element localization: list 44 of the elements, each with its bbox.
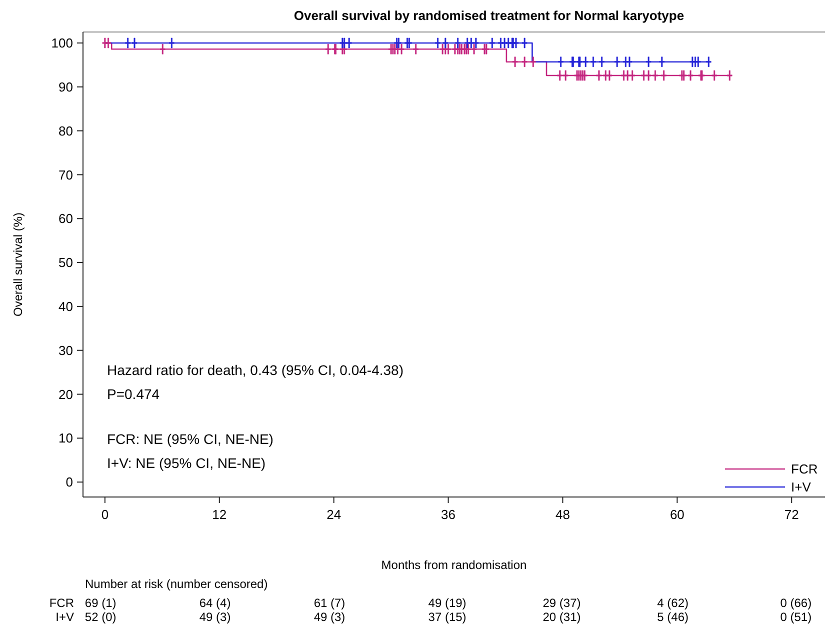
annotation: P=0.474 [107, 386, 160, 402]
annotation: FCR: NE (95% CI, NE-NE) [107, 431, 274, 447]
x-tick-label: 0 [101, 507, 109, 522]
x-tick-label: 12 [212, 507, 227, 522]
text: 5 (46) [657, 610, 689, 624]
legend-label: FCR [791, 462, 818, 477]
text: 4 (62) [657, 596, 689, 610]
y-tick-label: 30 [58, 342, 73, 358]
y-tick-label: 50 [58, 255, 73, 270]
annotation: Hazard ratio for death, 0.43 (95% CI, 0.04-4.38) [107, 362, 404, 378]
y-tick-label: 80 [58, 123, 73, 138]
text: 49 (3) [314, 610, 346, 624]
text: 69 (1) [84, 596, 116, 610]
chart-title: Overall survival by randomised treatment for Normal karyotype [294, 8, 684, 23]
y-tick-label: 70 [58, 167, 73, 182]
text: 49 (3) [199, 610, 231, 624]
annotation: I+V: NE (95% CI, NE-NE) [107, 455, 266, 471]
text: 0 (51) [780, 610, 812, 624]
text: 29 (37) [542, 596, 581, 610]
text: 37 (15) [428, 610, 466, 624]
y-tick-label: 40 [58, 298, 73, 314]
text: FCR [49, 596, 74, 610]
x-tick-label: 24 [326, 507, 342, 522]
y-tick-label: 100 [51, 36, 73, 51]
x-tick-label: 72 [784, 507, 799, 522]
text: Number at risk (number censored) [85, 577, 268, 591]
text: 64 (4) [199, 596, 231, 610]
text: 0 (66) [780, 596, 812, 610]
legend-label: I+V [791, 480, 812, 495]
y-tick-label: 60 [58, 211, 73, 226]
y-tick-label: 20 [58, 386, 73, 402]
text: 52 (0) [84, 610, 116, 624]
y-tick-label: 90 [58, 79, 73, 94]
text: 49 (19) [428, 596, 466, 610]
y-axis-title: Overall survival (%) [11, 212, 25, 317]
text: 20 (31) [542, 610, 581, 624]
y-tick-label: 0 [66, 474, 73, 490]
x-tick-label: 48 [555, 507, 570, 522]
x-tick-label: 60 [670, 507, 684, 522]
text: 61 (7) [314, 596, 346, 610]
y-tick-label: 10 [58, 430, 73, 446]
x-tick-label: 36 [441, 507, 456, 522]
text: I+V [56, 610, 74, 624]
x-axis-title: Months from randomisation [381, 558, 527, 572]
